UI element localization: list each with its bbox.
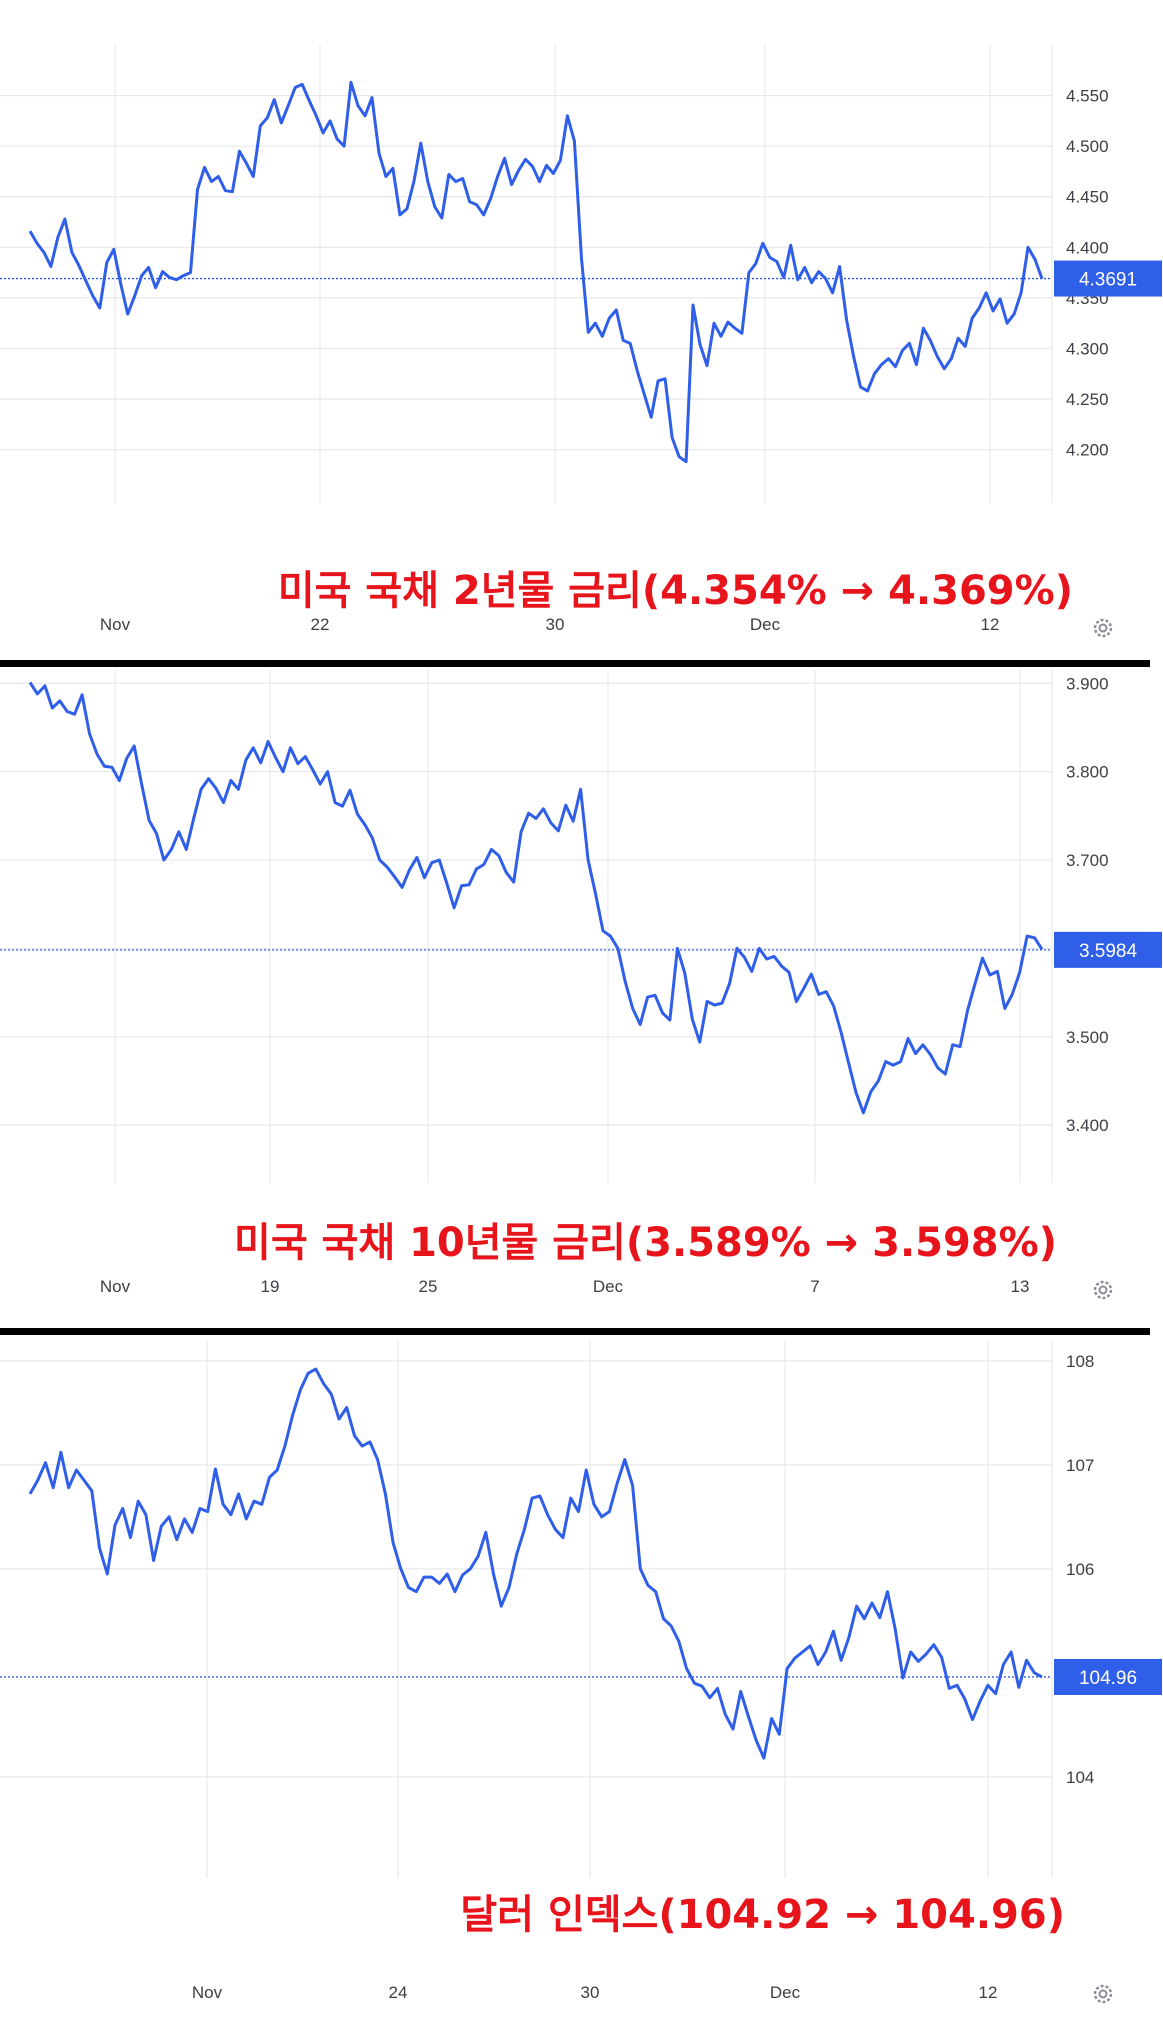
current-value-label: 4.3691 — [1079, 270, 1137, 291]
chart-10y-treasury: Nov1925Dec7133.9003.8003.7003.6003.5003.… — [0, 670, 1163, 1325]
chart-caption: 미국 국채 10년물 금리(3.589% → 3.598%) — [234, 1220, 1057, 1266]
y-tick-label: 4.250 — [1066, 390, 1109, 409]
y-tick-label: 3.700 — [1066, 851, 1109, 870]
y-tick-label: 4.300 — [1066, 339, 1109, 358]
y-tick-label: 104 — [1066, 1768, 1094, 1787]
y-tick-label: 4.200 — [1066, 441, 1109, 460]
x-tick-label: Nov — [100, 1277, 131, 1296]
x-tick-label: Nov — [192, 1983, 223, 2002]
x-tick-label: 12 — [979, 1983, 998, 2002]
x-tick-label: Dec — [750, 615, 781, 634]
settings-gear-icon[interactable] — [1093, 1984, 1113, 2004]
x-tick-label: Dec — [593, 1277, 624, 1296]
x-tick-label: 25 — [419, 1277, 438, 1296]
y-tick-label: 4.500 — [1066, 137, 1109, 156]
chart-caption: 미국 국채 2년물 금리(4.354% → 4.369%) — [277, 568, 1073, 614]
x-tick-label: Dec — [770, 1983, 801, 2002]
current-value-tag — [1054, 1658, 1162, 1695]
y-tick-label: 108 — [1066, 1352, 1094, 1371]
current-value-tag — [1054, 931, 1162, 968]
series-line — [28, 681, 1044, 1115]
series-line — [28, 1367, 1043, 1760]
chart-2y-treasury: Nov 22 30 Dec 12 4.550 4.500 4.450 4.400 4.350 4.3… — [0, 0, 1163, 655]
x-tick-label: Nov — [100, 615, 131, 634]
x-tick-label: 30 — [546, 615, 565, 634]
y-tick-label: 3.900 — [1066, 674, 1109, 693]
y-tick-label: 106 — [1066, 1560, 1094, 1579]
series-line — [28, 80, 1044, 464]
y-tick-label: 3.800 — [1066, 763, 1109, 782]
current-value-label: 104.96 — [1079, 1668, 1137, 1689]
y-tick-label: 107 — [1066, 1456, 1094, 1475]
current-value-label: 3.5984 — [1079, 941, 1138, 962]
chart-dxy-svg: Nov 24 30 Dec 12 108 107 106 104 104.96 — [0, 1340, 1162, 2004]
divider — [0, 1328, 1150, 1335]
chart-caption: 달러 인덱스(104.92 → 104.96) — [460, 1892, 1065, 1938]
x-tick-label: 7 — [810, 1277, 819, 1296]
y-tick-label: 3.400 — [1066, 1116, 1109, 1135]
chart-2y-svg: Nov 22 30 Dec 124.5504.5004.4504.4004.3504.3… — [0, 45, 1162, 638]
settings-gear-icon[interactable] — [1093, 1280, 1113, 1300]
y-tick-label: 3.500 — [1066, 1028, 1109, 1047]
chart-dollar-index: Nov 24 30 Dec 12 108 107 106 104 104.96 달러 인덱스(10… — [0, 1340, 1163, 2012]
y-tick-label: 4.400 — [1066, 238, 1109, 257]
x-tick-label: 30 — [581, 1983, 600, 2002]
y-tick-label: 4.450 — [1066, 188, 1109, 207]
x-tick-label: 22 — [311, 615, 330, 634]
chart-10y-svg: Nov1925Dec7133.9003.8003.7003.6003.5003.… — [0, 670, 1162, 1300]
current-value-tag — [1054, 260, 1162, 297]
divider — [0, 660, 1150, 667]
y-tick-label: 4.550 — [1066, 87, 1109, 106]
settings-gear-icon[interactable] — [1093, 618, 1113, 638]
x-tick-label: 13 — [1011, 1277, 1030, 1296]
x-tick-label: 12 — [981, 615, 1000, 634]
x-tick-label: 24 — [389, 1983, 408, 2002]
x-tick-label: 19 — [261, 1277, 280, 1296]
